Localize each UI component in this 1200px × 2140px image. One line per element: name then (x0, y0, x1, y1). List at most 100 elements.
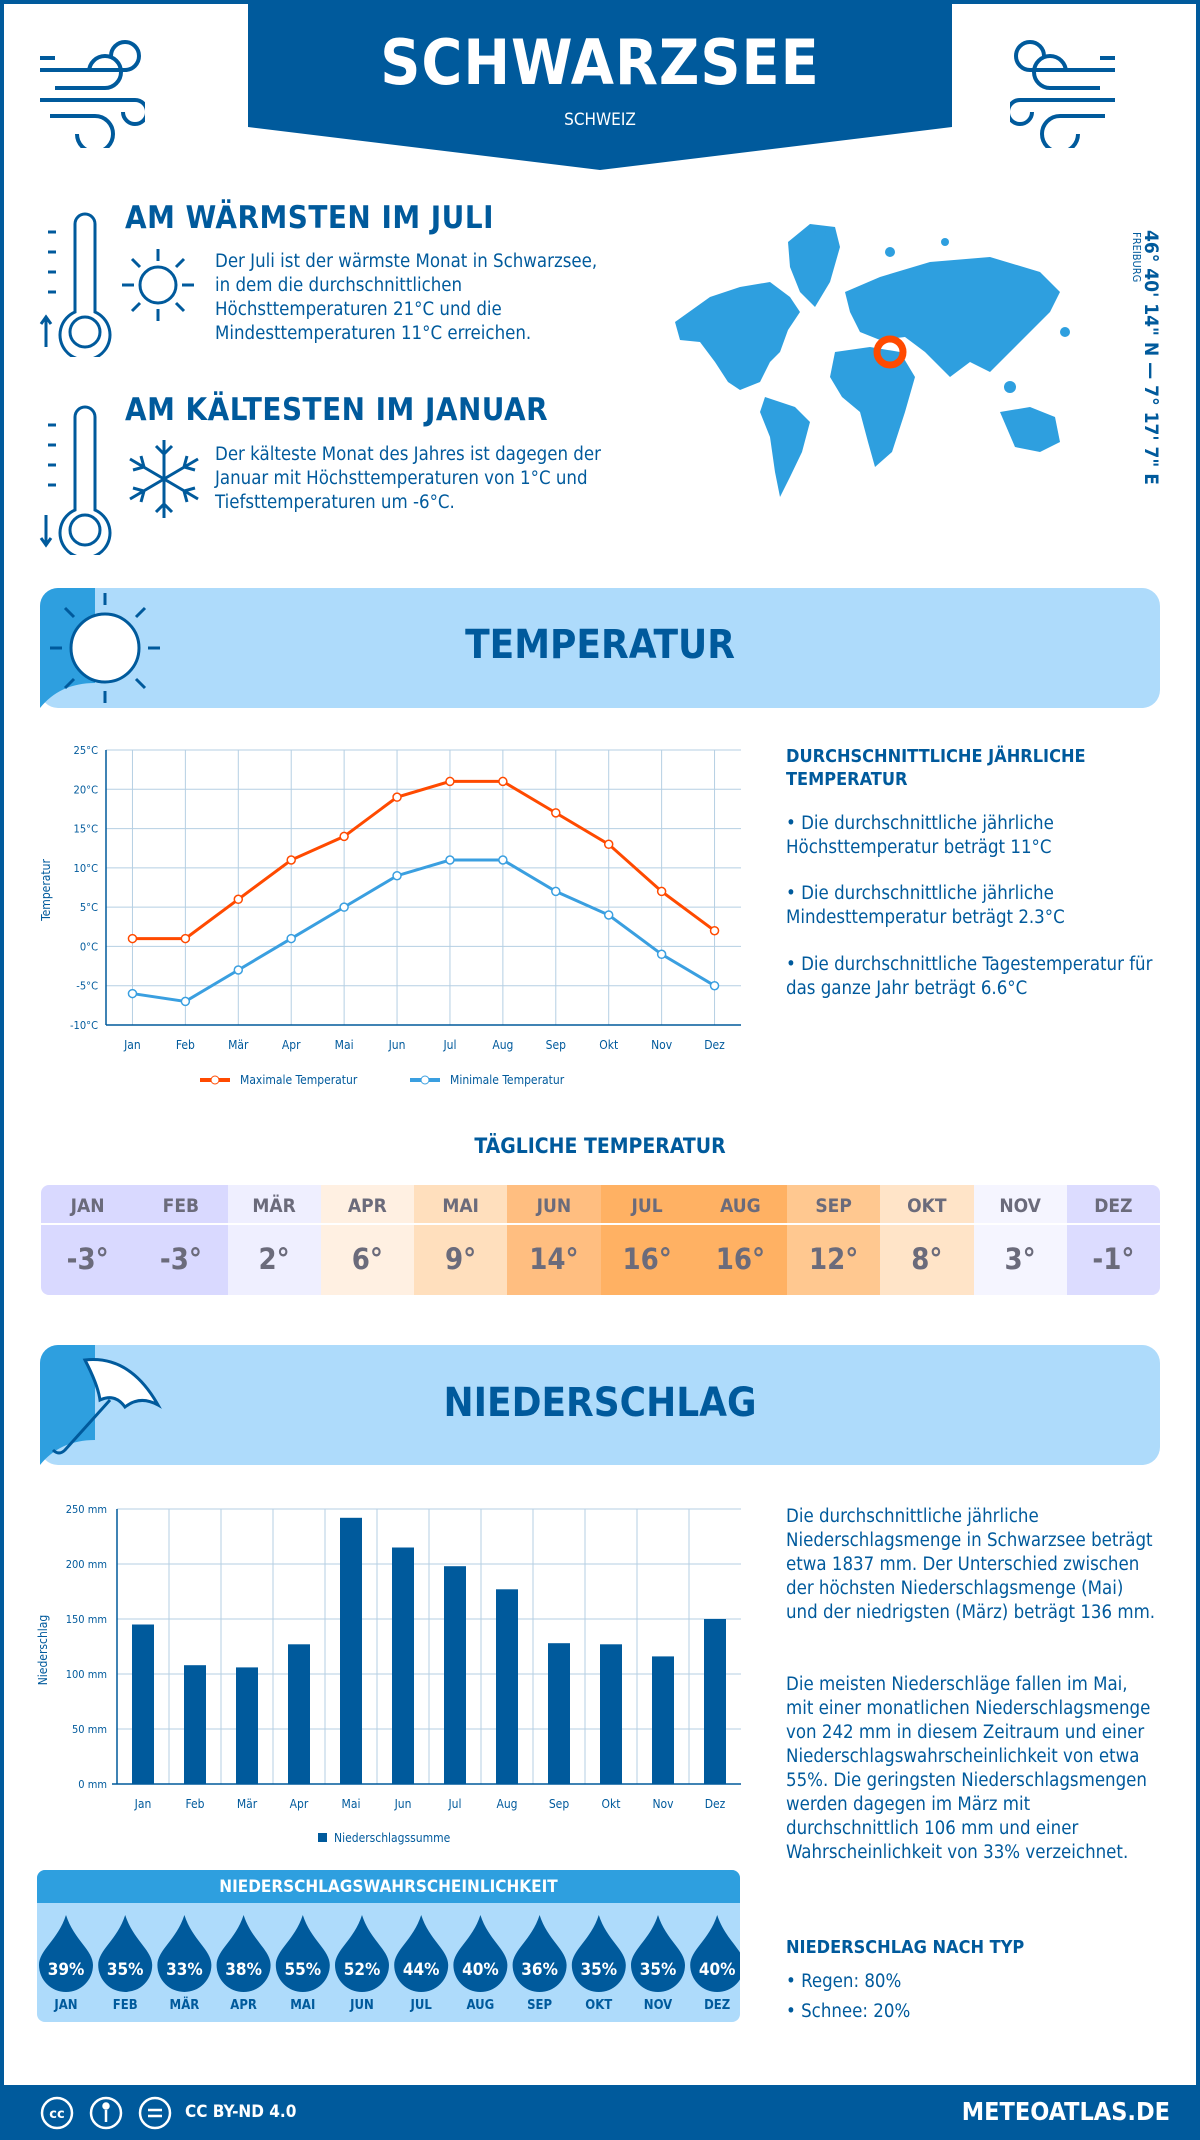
probability-month: JUL (410, 1998, 433, 2013)
y-axis-title: Temperatur (39, 859, 53, 922)
daily-temperature-sep: SEP 12° (787, 1185, 881, 1295)
data-point (233, 894, 244, 905)
probability-value: 40% (462, 1960, 499, 1980)
data-point (551, 886, 561, 897)
raindrop-icon (275, 1915, 330, 1992)
raindrop-icon (512, 1915, 567, 1992)
probability-month: SEP (527, 1998, 552, 2013)
precipitation-type-snow: • Schnee: 20% (786, 2001, 911, 2022)
month-label: NOV (973, 1185, 1067, 1225)
license-label[interactable]: CC BY-ND 4.0 (185, 2102, 297, 2122)
daily-temperature-nov: NOV 3° (973, 1185, 1067, 1295)
data-point (709, 980, 720, 991)
probability-value: 38% (225, 1960, 262, 1980)
precipitation-chart: 250 mm 200 mm 150 mm 100 mm 50 mm 0 mm Jan Feb M… (36, 1503, 741, 1845)
svg-text:cc: cc (49, 2107, 64, 2122)
data-point (498, 855, 508, 865)
legend-marker (420, 1075, 430, 1085)
probability-value: 40% (699, 1960, 736, 1980)
x-tick-label: Mär (237, 1797, 258, 1811)
daily-temperature-jun: JUN 14° (507, 1185, 601, 1295)
region-label: FREIBURG (1130, 232, 1143, 283)
precipitation-probability-panel: NIEDERSCHLAGSWAHRSCHEINLICHKEIT 39% JAN 35… (37, 1870, 740, 2022)
bar (444, 1566, 466, 1784)
temperature-value: -3° (159, 1242, 202, 1276)
data-point (445, 855, 455, 865)
raindrop-icon (39, 1915, 93, 1992)
warmest-text: Der Juli ist der wärmste Monat in Schwar… (215, 251, 598, 344)
x-tick-label: Jul (442, 1038, 456, 1052)
bar (184, 1665, 206, 1784)
temperature-value: 16° (622, 1242, 672, 1276)
page-subtitle: SCHWEIZ (564, 110, 636, 130)
probability-month: DEZ (704, 1998, 730, 2013)
temperature-value: -1° (1092, 1242, 1135, 1276)
cc-license-icons: cc (40, 2096, 172, 2130)
temperature-value: 9° (445, 1242, 477, 1276)
probability-month: APR (230, 1998, 257, 2013)
x-tick-label: Mär (228, 1038, 249, 1052)
month-label: MÄR (227, 1185, 321, 1225)
temperature-value: 2° (258, 1242, 290, 1276)
y-tick-label: 25°C (74, 744, 99, 757)
nd-icon (138, 2096, 172, 2130)
x-tick-label: Nov (651, 1038, 673, 1052)
probability-month: OKT (585, 1998, 612, 2013)
annual-temperature-bullet: • Die durchschnittliche Tagestemperatur … (786, 954, 1153, 999)
month-label: FEB (134, 1185, 228, 1225)
legend-marker (318, 1833, 327, 1842)
page-title: SCHWARZSEE (380, 26, 820, 99)
probability-month: NOV (644, 1998, 672, 2013)
month-label: DEZ (1066, 1185, 1160, 1225)
raindrop-icon (571, 1915, 626, 1992)
series-line (132, 858, 716, 1003)
bar (704, 1619, 726, 1784)
month-label: OKT (880, 1185, 974, 1225)
raindrop-icon (335, 1915, 389, 1992)
data-point (656, 949, 667, 960)
x-tick-label: Mai (342, 1797, 361, 1811)
probability-value: 35% (580, 1960, 617, 1980)
legend-label: Minimale Temperatur (450, 1073, 565, 1087)
daily-temperature-jan: JAN -3° (41, 1185, 135, 1295)
bar (236, 1667, 258, 1784)
cc-icon (40, 2096, 74, 2130)
site-link[interactable]: METEOATLAS.DE (961, 2097, 1170, 2126)
location-marker (873, 335, 907, 369)
data-point (603, 839, 614, 850)
wind-icon (40, 40, 145, 148)
daily-temperature-aug: AUG 16° (693, 1185, 787, 1295)
month-label: MAI (414, 1185, 508, 1225)
sun-icon (122, 249, 194, 321)
legend-marker (210, 1075, 220, 1085)
x-tick-label: Okt (599, 1038, 618, 1052)
bar (548, 1643, 570, 1784)
daily-temperature-title: TÄGLICHE TEMPERATUR (474, 1134, 726, 1158)
month-label: APR (320, 1185, 414, 1225)
x-tick-label: Dez (704, 1038, 725, 1052)
data-point (286, 855, 296, 865)
x-tick-label: Feb (185, 1797, 204, 1811)
x-tick-label: Jul (447, 1797, 461, 1811)
x-tick-label: Jan (134, 1797, 152, 1811)
y-tick-label: 15°C (74, 823, 99, 836)
data-point (445, 776, 455, 787)
y-axis-title: Niederschlag (36, 1615, 50, 1686)
header-banner (248, 0, 952, 170)
precipitation-probability-drops: 39% JAN 35% FEB 33% MÄR 38% APR 55% MAI 52% JUN 44% J… (39, 1915, 740, 2013)
y-tick-label: 150 mm (66, 1613, 107, 1626)
data-point (286, 933, 296, 944)
x-tick-label: Aug (492, 1038, 513, 1052)
y-tick-label: 10°C (74, 862, 99, 875)
data-point (709, 925, 720, 936)
probability-value: 52% (344, 1960, 381, 1980)
daily-temperature-table: JAN -3° FEB -3° MÄR 2° APR 6° MAI 9° JUN 14° JUL 16° A… (41, 1185, 1160, 1295)
daily-temperature-feb: FEB -3° (134, 1185, 228, 1295)
bar (132, 1624, 154, 1784)
temperature-chart: 25°C 20°C 15°C 10°C 5°C 0°C -5°C -10°C Jan Feb Mär… (39, 744, 741, 1087)
probability-value: 36% (521, 1960, 558, 1980)
x-tick-label: Mai (335, 1038, 354, 1052)
temperature-value: 14° (529, 1242, 579, 1276)
umbrella-icon (40, 1345, 162, 1465)
precipitation-probability-title: NIEDERSCHLAGSWAHRSCHEINLICHKEIT (37, 1870, 740, 1903)
